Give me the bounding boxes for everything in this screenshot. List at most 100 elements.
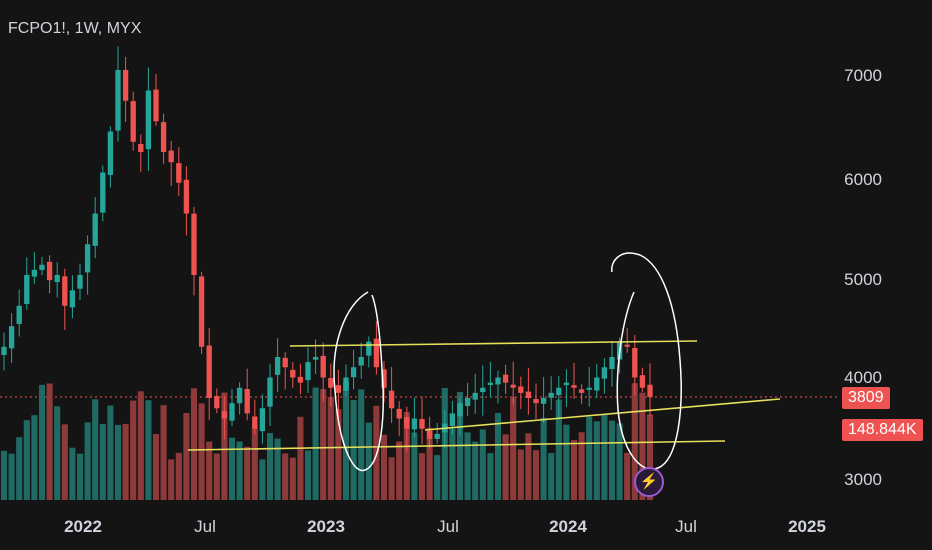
candle-body [274, 357, 281, 375]
candle-body [404, 417, 410, 429]
candle-body [343, 377, 349, 391]
candle-body [115, 70, 121, 131]
volume-bar [160, 405, 167, 500]
volume-bar [61, 424, 68, 500]
candle-body [206, 345, 212, 398]
trendline-1[interactable] [289, 340, 698, 347]
volume-bar [259, 459, 266, 500]
volume-bar [46, 383, 53, 500]
candle-body [145, 90, 152, 150]
volume-bar [358, 389, 365, 500]
volume-bar [639, 392, 646, 500]
candle-body [426, 430, 433, 439]
volume-bar [449, 428, 456, 500]
candle-body [350, 367, 357, 378]
volume-bar [510, 396, 517, 500]
volume-bar [578, 432, 585, 500]
volume-bar [586, 416, 593, 500]
volume-bar [54, 406, 61, 500]
time-tick: Jul [437, 517, 459, 536]
candle-body [244, 389, 250, 414]
volume-bar [168, 459, 175, 500]
annotation-loop-2024 [611, 252, 682, 470]
volume-bar [274, 438, 281, 500]
volume-bar [16, 437, 23, 500]
volume-bar [327, 397, 334, 500]
volume-bar [411, 432, 418, 500]
candle-body [388, 390, 395, 409]
volume-bar [593, 421, 600, 500]
candle-body [540, 398, 547, 404]
volume-bar [92, 399, 99, 500]
candle-body [77, 275, 83, 289]
candle-body [358, 357, 364, 366]
volume-bar [69, 447, 76, 500]
volume-bar [31, 415, 38, 500]
candle-body [16, 305, 22, 324]
volume-bar [23, 420, 30, 500]
volume-bar [221, 392, 228, 500]
candle-body [457, 403, 463, 417]
volume-bar [244, 446, 251, 500]
candle-body [419, 419, 425, 429]
hand-drawn-annotations [333, 252, 682, 472]
volume-bar [487, 453, 494, 500]
volume-bar [38, 384, 46, 500]
candle-body [480, 387, 486, 393]
candlestick-series [1, 46, 653, 452]
candle-body [54, 275, 60, 283]
candle-body [518, 386, 524, 393]
candle-body [525, 391, 532, 398]
candle-body [160, 122, 167, 152]
volume-bar [320, 389, 327, 500]
price-tick: 4000 [844, 368, 882, 387]
volume-bar [145, 400, 152, 500]
volume-bar [502, 434, 509, 500]
candle-body [312, 357, 319, 360]
candle-body [107, 131, 114, 176]
candle-body [563, 382, 570, 386]
volume-bar [76, 453, 84, 500]
volume-bar [175, 452, 182, 500]
candle-body [24, 275, 30, 305]
candle-body [335, 385, 342, 393]
volume-bar [183, 413, 190, 500]
lightning-bolt-icon[interactable]: ⚡ [634, 467, 664, 497]
candle-body [62, 276, 68, 306]
volume-bar [388, 457, 395, 500]
volume-bar [548, 453, 555, 500]
candle-body [639, 375, 646, 388]
volume-bar [418, 453, 426, 500]
candle-body [122, 70, 129, 101]
volume-bar [114, 424, 122, 500]
trendline-2[interactable] [424, 398, 781, 431]
candle-body [100, 172, 106, 213]
trendline-3[interactable] [187, 440, 726, 451]
candle-body [647, 384, 653, 398]
volume-bar [434, 455, 441, 500]
volume-bar [601, 414, 608, 500]
candle-body [320, 355, 326, 378]
volume-bar [84, 422, 91, 500]
volume-bar [251, 427, 258, 500]
volume-bar [152, 434, 160, 500]
time-tick: 2025 [788, 517, 826, 536]
volume-bar [365, 422, 372, 500]
candle-body [168, 150, 174, 163]
candle-body [495, 377, 501, 385]
volume-bar [236, 441, 243, 500]
candle-body [214, 395, 220, 409]
volume-bar [122, 423, 129, 500]
candle-body [305, 362, 311, 381]
candle-body [69, 290, 76, 308]
volume-bar [426, 427, 433, 500]
candle-body [556, 387, 562, 396]
price-tick: 6000 [844, 170, 882, 189]
volume-bar [312, 387, 319, 500]
candle-body [328, 378, 334, 388]
volume-bar [213, 453, 220, 500]
last-price-badge: 3809 [842, 387, 890, 409]
candle-body [381, 369, 387, 388]
volume-bar [570, 440, 578, 500]
